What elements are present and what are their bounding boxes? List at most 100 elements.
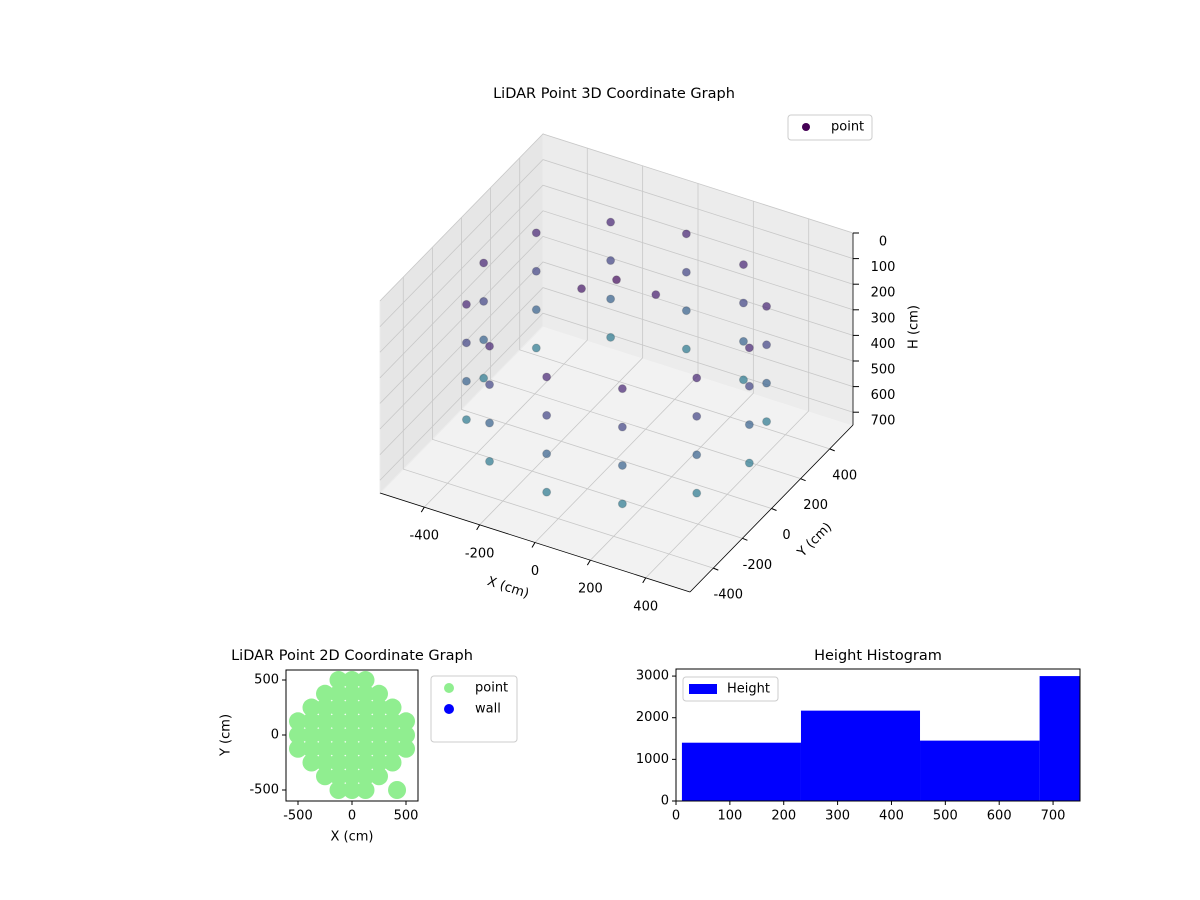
- point: [744, 458, 754, 468]
- point: [692, 411, 702, 421]
- point: [343, 684, 361, 703]
- point: [288, 739, 307, 758]
- point: [356, 739, 375, 758]
- grid-line: [379, 312, 854, 481]
- y-tick-label: 0: [661, 794, 669, 809]
- chart-title: LiDAR Point 3D Coordinate Graph: [493, 86, 735, 102]
- bar: [681, 742, 801, 801]
- point: [329, 781, 348, 800]
- point: [397, 726, 416, 745]
- grid-line: [379, 261, 854, 430]
- point: [485, 456, 495, 466]
- point: [315, 753, 334, 772]
- point: [370, 698, 389, 717]
- point: [329, 712, 348, 731]
- point: [744, 343, 754, 353]
- grid-line: [379, 133, 854, 302]
- grid-line: [379, 287, 854, 455]
- x-tick-label: 600: [987, 809, 1012, 824]
- x-tick-label: 200: [771, 809, 796, 824]
- point: [738, 336, 748, 346]
- grid-line: [379, 159, 854, 327]
- point: [681, 229, 691, 239]
- point: [681, 306, 691, 316]
- point: [370, 739, 389, 758]
- point: [744, 381, 754, 391]
- grid-line: [402, 277, 714, 569]
- y-tick-label: 200: [803, 498, 828, 513]
- point: [383, 726, 402, 745]
- point: [479, 296, 489, 306]
- bar: [800, 710, 921, 801]
- point: [617, 499, 627, 509]
- y-tick-label: 3000: [636, 669, 669, 684]
- x-tick: [642, 577, 647, 584]
- point: [681, 344, 691, 354]
- z-tick-label: 100: [871, 260, 896, 275]
- point: [288, 726, 307, 745]
- y-tick-label: 0: [782, 528, 790, 543]
- x-tick-label: 300: [825, 809, 850, 824]
- z-tick-label: 500: [871, 363, 896, 378]
- y-tick-label: -200: [743, 558, 773, 573]
- x-tick-label: 500: [394, 809, 419, 824]
- point: [681, 267, 691, 277]
- x-tick: [586, 559, 591, 566]
- z-tick-label: 600: [871, 388, 896, 403]
- point: [370, 753, 389, 772]
- point: [542, 372, 552, 382]
- point: [343, 726, 361, 745]
- point: [606, 217, 616, 227]
- point: [617, 460, 627, 470]
- point: [542, 410, 552, 420]
- point: [343, 781, 361, 800]
- point: [356, 781, 375, 800]
- point: [302, 726, 321, 745]
- point: [383, 712, 402, 731]
- point: [329, 684, 348, 703]
- point: [461, 376, 471, 386]
- point: [692, 488, 702, 498]
- y-tick-label: -400: [714, 588, 744, 603]
- point: [356, 712, 375, 731]
- point: [329, 739, 348, 758]
- point: [302, 698, 321, 717]
- point: [485, 341, 495, 351]
- y-tick: [742, 537, 748, 541]
- point: [762, 378, 772, 388]
- x-axis-line: [379, 492, 691, 593]
- point: [692, 450, 702, 460]
- z-tick-label: 300: [871, 311, 896, 326]
- z-tick-label: 700: [871, 414, 896, 429]
- x-axis-label: X (cm): [485, 574, 531, 602]
- point: [288, 712, 307, 731]
- point: [606, 294, 616, 304]
- point: [315, 684, 334, 703]
- y-tick: [800, 478, 806, 482]
- y-tick-label: -500: [249, 783, 279, 798]
- point: [302, 712, 321, 731]
- point: [370, 684, 389, 703]
- x-tick-label: 200: [578, 582, 603, 597]
- grid-line: [379, 184, 854, 353]
- point: [329, 767, 348, 786]
- y-tick-label: 2000: [636, 710, 669, 725]
- legend-marker: [444, 683, 454, 693]
- bar: [1039, 676, 1080, 801]
- point: [370, 726, 389, 745]
- point: [343, 698, 361, 717]
- point: [531, 266, 541, 276]
- point: [343, 753, 361, 772]
- point: [383, 739, 402, 758]
- point: [388, 781, 407, 800]
- grid-line: [490, 187, 801, 480]
- point: [315, 726, 334, 745]
- point: [461, 338, 471, 348]
- point: [542, 449, 552, 459]
- point: [485, 418, 495, 428]
- point: [617, 384, 627, 394]
- point: [531, 343, 541, 353]
- point: [343, 767, 361, 786]
- point: [356, 698, 375, 717]
- y-axis-label: Y (cm): [794, 520, 835, 561]
